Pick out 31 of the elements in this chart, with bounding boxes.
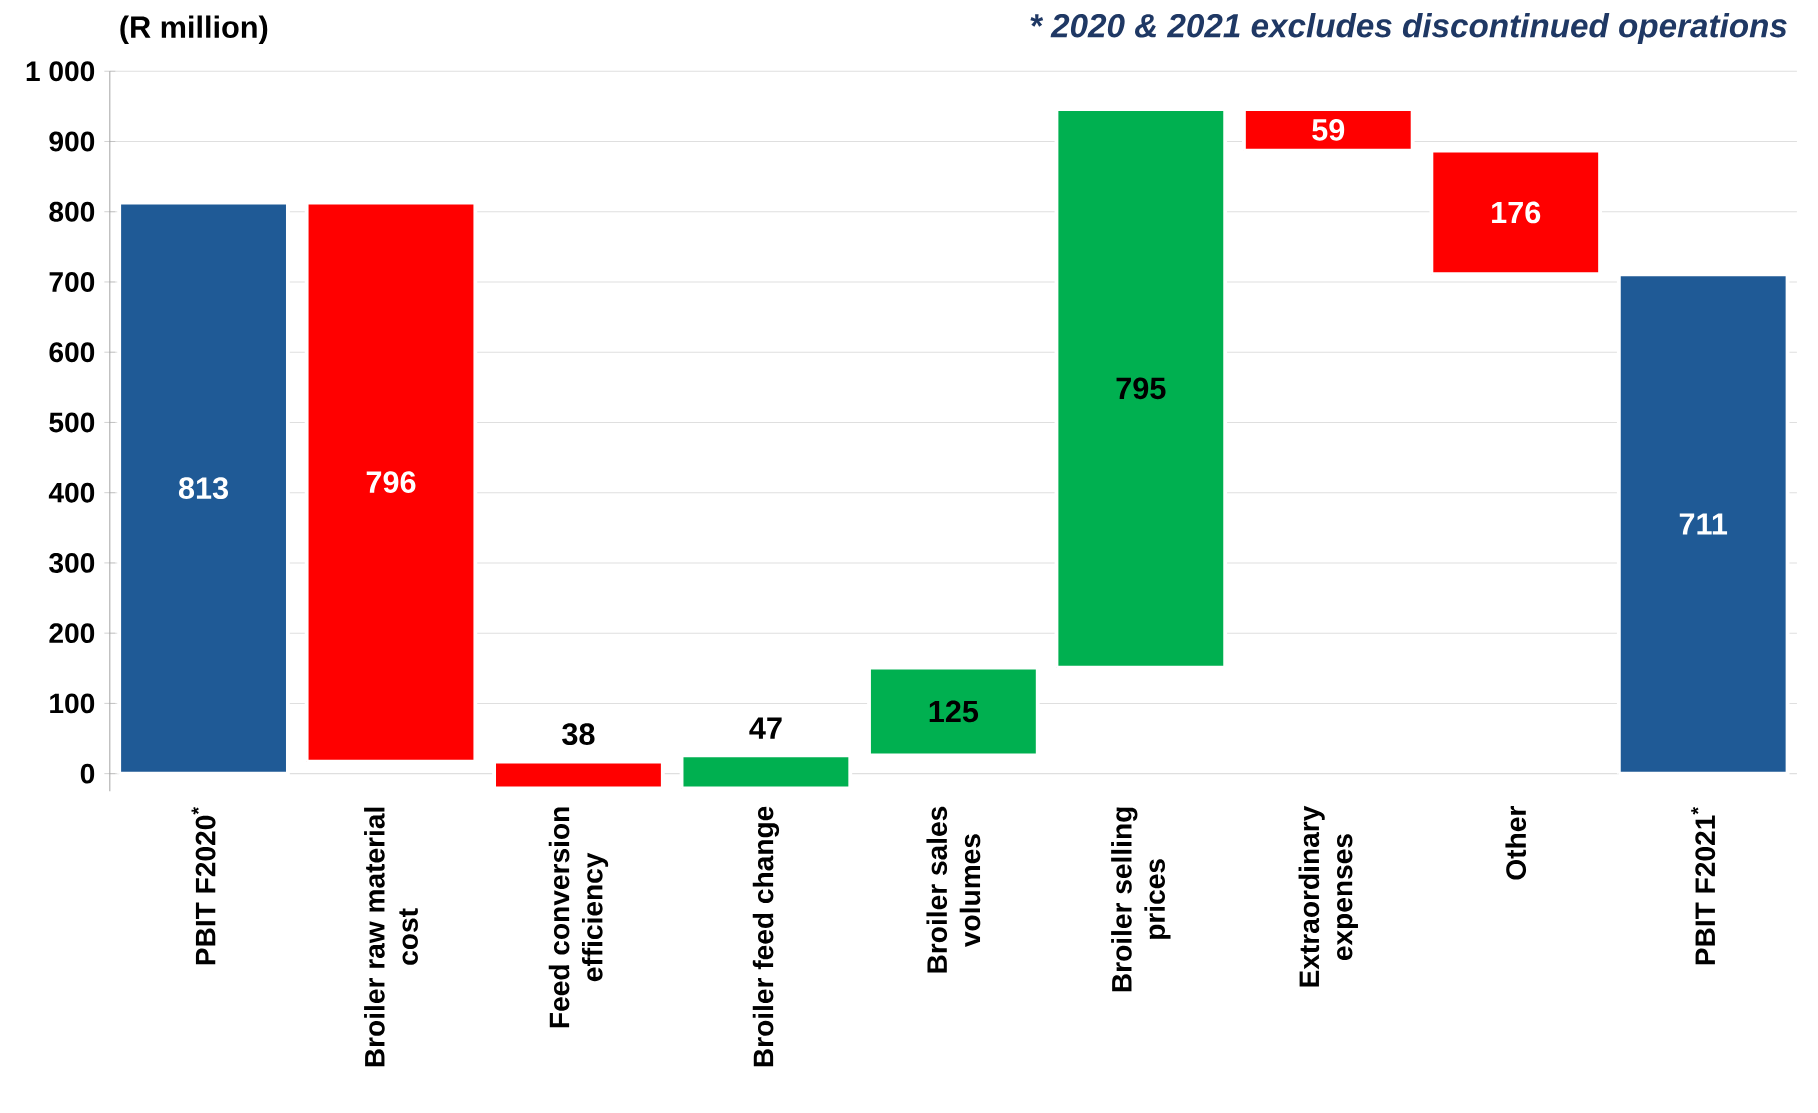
y-tick-label: 0 xyxy=(80,763,95,784)
text: * 2020 & 2021 excludes discontinued operations xyxy=(1030,13,1787,45)
x-tick-label: Broiler feed change xyxy=(752,806,780,1067)
data-label: 796 xyxy=(366,471,416,494)
x-tick-label: PBIT F2020$^{*}$ xyxy=(191,807,216,965)
x-tick-label: Broiler raw material cost xyxy=(364,807,418,1067)
data-label: 59 xyxy=(1312,119,1345,141)
x-tick-label: Other xyxy=(1505,806,1527,880)
data-label: 176 xyxy=(1492,201,1541,224)
y-tick-label: 500 xyxy=(49,412,95,433)
y-tick-label: 100 xyxy=(50,693,95,714)
y-axis-title: (R million) xyxy=(120,15,268,45)
x-tick-label: Feed conversion efficiency xyxy=(548,807,609,1028)
y-tick-label: 300 xyxy=(49,553,95,574)
x-tick-label: Extraordinary expenses xyxy=(1298,806,1358,987)
data-label: 795 xyxy=(1116,377,1166,400)
x-tick-label: Broiler sales volumes xyxy=(926,807,981,973)
y-tick-label: 900 xyxy=(49,131,95,152)
data-label: 711 xyxy=(1679,513,1728,535)
data-label: 813 xyxy=(178,477,229,500)
y-tick-label: 800 xyxy=(49,201,95,222)
y-tick-label: 400 xyxy=(48,482,95,503)
data-label: 125 xyxy=(929,700,979,723)
y-tick-label: 700 xyxy=(49,272,95,293)
data-label: 38 xyxy=(562,723,595,746)
x-tick-label: Broiler selling prices xyxy=(1111,807,1171,992)
data-label: 47 xyxy=(749,717,782,739)
y-tick-label: 1 000 xyxy=(26,61,95,82)
y-tick-label: 600 xyxy=(49,342,95,363)
x-tick-label: PBIT F2021$^{*}$ xyxy=(1691,807,1716,965)
y-tick-label: 200 xyxy=(49,623,95,644)
